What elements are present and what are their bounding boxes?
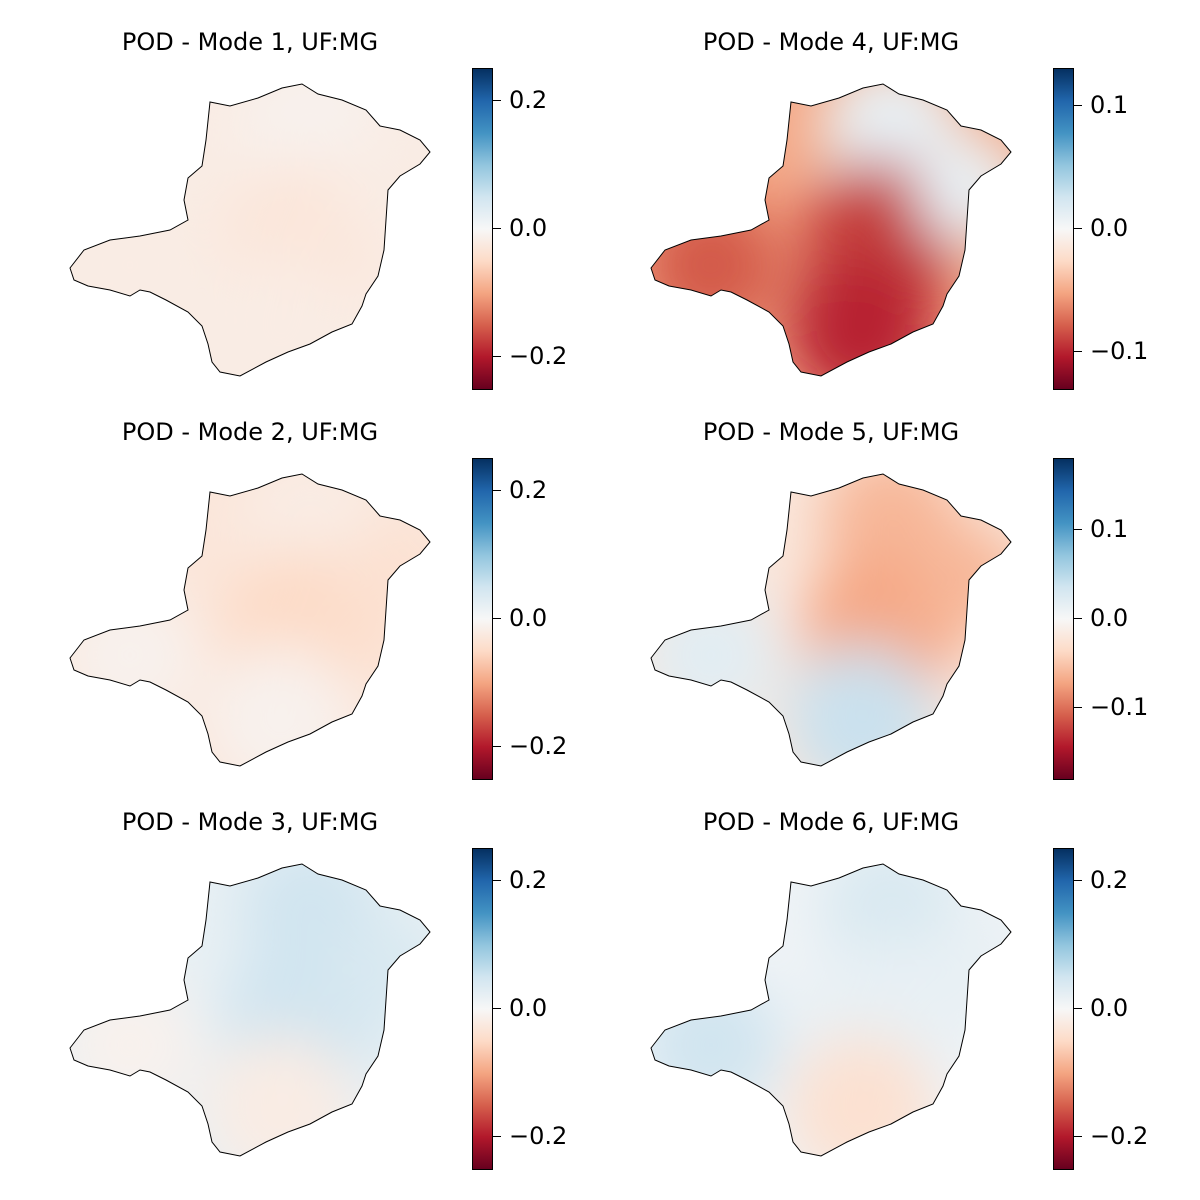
state-map xyxy=(69,863,431,1157)
panel-title: POD - Mode 6, UF:MG xyxy=(702,808,960,836)
region-west-fill xyxy=(651,585,781,725)
region-west-fill xyxy=(651,975,781,1115)
region-east-fill xyxy=(916,915,1011,1025)
panel-title: POD - Mode 4, UF:MG xyxy=(702,28,960,56)
colorbar-tick xyxy=(1074,707,1082,708)
colorbar-tick-label: 0.2 xyxy=(509,866,548,894)
region-south-fill xyxy=(205,255,355,376)
panel-title: POD - Mode 5, UF:MG xyxy=(702,418,960,446)
state-outline xyxy=(69,863,431,1157)
colorbar xyxy=(472,458,493,780)
colorbar-tick xyxy=(493,356,501,357)
colorbar-tick xyxy=(1074,105,1082,106)
state-outline xyxy=(69,83,431,377)
colorbar xyxy=(1053,458,1074,780)
colorbar xyxy=(472,848,493,1170)
colorbar-tick xyxy=(493,618,501,619)
colorbar-tick-label: −0.1 xyxy=(1090,337,1149,365)
region-east-fill xyxy=(335,135,430,245)
colorbar-tick xyxy=(1074,1008,1082,1009)
region-east-fill xyxy=(916,135,1011,245)
colorbar-tick xyxy=(1074,618,1082,619)
colorbar-tick xyxy=(493,490,501,491)
colorbar xyxy=(472,68,493,390)
state-map xyxy=(650,83,1012,377)
colorbar xyxy=(1053,848,1074,1170)
colorbar-tick-label: −0.2 xyxy=(1090,1122,1149,1150)
region-west-fill xyxy=(70,975,200,1115)
region-east-fill xyxy=(916,525,1011,635)
colorbar-tick xyxy=(493,228,501,229)
colorbar-tick-label: −0.2 xyxy=(509,1122,568,1150)
state-outline xyxy=(650,863,1012,1157)
panel-title: POD - Mode 3, UF:MG xyxy=(121,808,379,836)
region-south-fill xyxy=(205,1035,355,1156)
colorbar-tick xyxy=(1074,228,1082,229)
colorbar-tick xyxy=(493,746,501,747)
colorbar-tick xyxy=(493,1136,501,1137)
map-panel-4: POD - Mode 5, UF:MG 0.1 0.0 −0.1 xyxy=(581,390,1181,780)
colorbar-tick xyxy=(1074,1136,1082,1137)
state-outline xyxy=(650,473,1012,767)
colorbar-tick-label: 0.0 xyxy=(509,994,548,1022)
colorbar-tick xyxy=(1074,351,1082,352)
map-panel-5: POD - Mode 3, UF:MG 0.2 0.0 −0.2 xyxy=(0,780,600,1170)
colorbar-tick xyxy=(493,100,501,101)
region-south-fill xyxy=(786,1035,936,1156)
region-east-fill xyxy=(335,525,430,635)
colorbar-tick-label: −0.2 xyxy=(509,342,568,370)
state-map xyxy=(650,863,1012,1157)
colorbar-tick-label: 0.1 xyxy=(1090,91,1129,119)
colorbar-tick xyxy=(493,880,501,881)
state-map xyxy=(69,83,431,377)
colorbar-tick-label: 0.0 xyxy=(1090,604,1129,632)
colorbar-tick xyxy=(1074,880,1082,881)
colorbar-tick-label: 0.2 xyxy=(1090,866,1129,894)
colorbar-tick-label: 0.2 xyxy=(509,476,548,504)
state-map xyxy=(650,473,1012,767)
panel-title: POD - Mode 1, UF:MG xyxy=(121,28,379,56)
region-south-fill xyxy=(205,645,355,766)
region-south-fill xyxy=(786,255,936,376)
colorbar-tick xyxy=(1074,529,1082,530)
colorbar-tick-label: 0.0 xyxy=(509,604,548,632)
region-east-fill xyxy=(335,915,430,1025)
colorbar-tick-label: 0.2 xyxy=(509,86,548,114)
map-panel-2: POD - Mode 4, UF:MG 0.1 0.0 −0.1 xyxy=(581,0,1181,390)
map-panel-1: POD - Mode 1, UF:MG 0.2 0.0 −0.2 xyxy=(0,0,600,390)
map-panel-6: POD - Mode 6, UF:MG 0.2 0.0 −0.2 xyxy=(581,780,1181,1170)
region-west-fill xyxy=(70,585,200,725)
region-west-fill xyxy=(70,195,200,335)
panel-title: POD - Mode 2, UF:MG xyxy=(121,418,379,446)
colorbar-tick-label: 0.0 xyxy=(1090,994,1129,1022)
colorbar-tick xyxy=(493,1008,501,1009)
map-panel-3: POD - Mode 2, UF:MG 0.2 0.0 −0.2 xyxy=(0,390,600,780)
region-south-fill xyxy=(786,645,936,766)
region-west-fill xyxy=(651,195,781,335)
state-map xyxy=(69,473,431,767)
state-outline xyxy=(69,473,431,767)
colorbar-tick-label: −0.1 xyxy=(1090,693,1149,721)
colorbar-tick-label: −0.2 xyxy=(509,732,568,760)
colorbar-tick-label: 0.1 xyxy=(1090,515,1129,543)
colorbar xyxy=(1053,68,1074,390)
colorbar-tick-label: 0.0 xyxy=(509,214,548,242)
colorbar-tick-label: 0.0 xyxy=(1090,214,1129,242)
state-outline xyxy=(650,83,1012,377)
